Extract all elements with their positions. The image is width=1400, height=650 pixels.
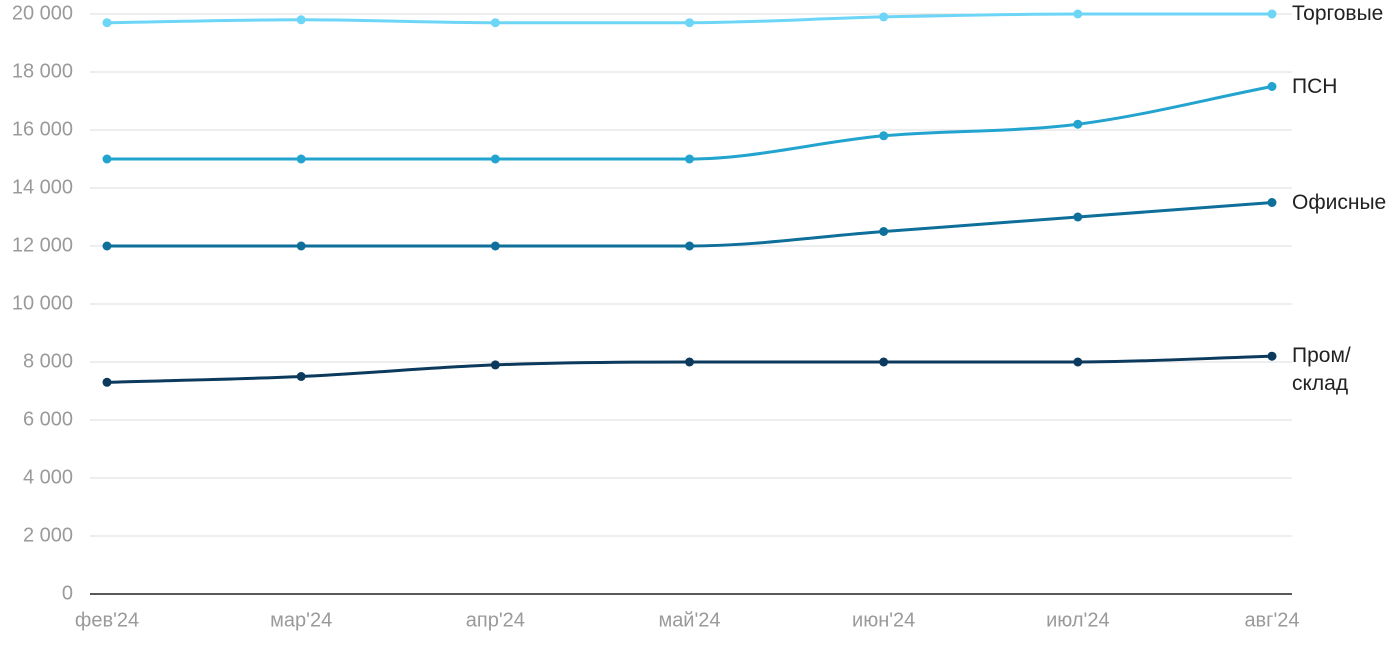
series-line bbox=[106, 201, 1273, 248]
x-tick-label: апр'24 bbox=[466, 609, 525, 631]
data-point bbox=[490, 18, 500, 28]
x-tick-label: фев'24 bbox=[75, 609, 139, 631]
data-point bbox=[490, 154, 500, 164]
data-point bbox=[685, 241, 694, 251]
series-line bbox=[107, 85, 1273, 161]
data-point bbox=[1073, 119, 1083, 129]
data-point bbox=[1267, 351, 1277, 361]
x-tick-label: июн'24 bbox=[852, 609, 915, 631]
y-tick-label: 2 000 bbox=[23, 524, 73, 546]
data-point bbox=[1267, 9, 1277, 19]
data-point bbox=[685, 18, 694, 28]
data-point bbox=[490, 360, 500, 370]
data-point bbox=[296, 372, 306, 381]
legend-label: Торговые bbox=[1292, 2, 1384, 25]
data-point bbox=[102, 154, 112, 164]
data-point bbox=[490, 241, 500, 251]
data-point bbox=[685, 154, 694, 164]
data-point bbox=[296, 154, 306, 164]
data-point bbox=[685, 357, 694, 367]
y-tick-label: 8 000 bbox=[23, 350, 73, 372]
data-point bbox=[879, 227, 889, 236]
data-point bbox=[296, 15, 306, 25]
y-tick-label: 0 bbox=[62, 582, 73, 604]
data-point bbox=[1073, 357, 1083, 367]
x-tick-label: авг'24 bbox=[1244, 609, 1299, 631]
y-tick-label: 18 000 bbox=[12, 60, 73, 82]
legend-label: ПСН bbox=[1292, 74, 1338, 98]
y-tick-label: 4 000 bbox=[23, 466, 73, 488]
y-tick-label: 14 000 bbox=[12, 176, 73, 198]
y-tick-label: 12 000 bbox=[12, 234, 73, 256]
data-point bbox=[296, 241, 306, 251]
data-point bbox=[879, 357, 889, 367]
y-tick-label: 20 000 bbox=[12, 2, 73, 24]
legend-label: Офисные bbox=[1292, 190, 1387, 214]
y-tick-label: 6 000 bbox=[23, 408, 73, 430]
data-point bbox=[102, 18, 112, 28]
legend-label: Пром/ склад bbox=[1292, 344, 1351, 396]
x-tick-label: май'24 bbox=[658, 609, 720, 631]
y-tick-label: 16 000 bbox=[12, 118, 73, 140]
y-tick-label: 10 000 bbox=[12, 292, 73, 314]
data-point bbox=[879, 12, 889, 22]
data-point bbox=[1073, 9, 1083, 19]
data-point bbox=[102, 241, 112, 251]
data-point bbox=[1073, 212, 1083, 222]
data-point bbox=[879, 131, 889, 141]
data-point bbox=[1267, 198, 1277, 207]
x-tick-label: мар'24 bbox=[270, 609, 332, 631]
data-point bbox=[1267, 82, 1277, 91]
data-point bbox=[102, 377, 112, 387]
x-tick-label: июл'24 bbox=[1046, 609, 1109, 631]
